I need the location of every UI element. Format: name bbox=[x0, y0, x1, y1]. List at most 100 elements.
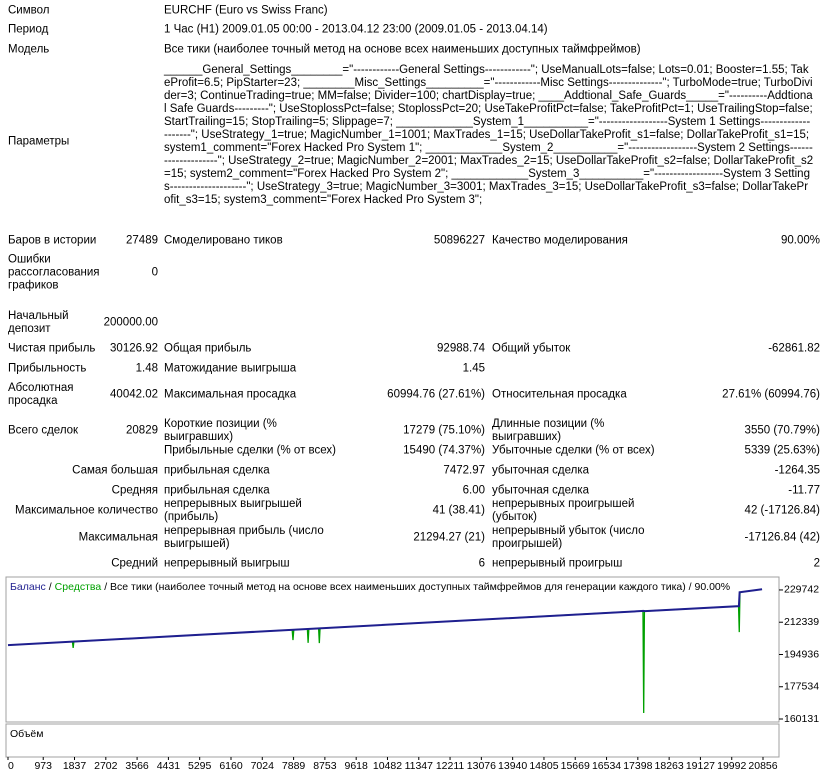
stat-label: Матожидание выигрыша bbox=[164, 362, 297, 375]
stat-label: Всего сделок bbox=[8, 424, 79, 437]
legend-separator: / bbox=[49, 581, 52, 593]
stat-value: 42 (-17126.84) bbox=[744, 504, 820, 517]
stat-value: 27.61% (60994.76) bbox=[722, 388, 820, 401]
x-tick-label: 2702 bbox=[94, 760, 118, 772]
stat-value: 6.00 bbox=[462, 484, 485, 497]
main-panel bbox=[5, 576, 780, 723]
stat-label: Прибыльность bbox=[8, 362, 87, 375]
x-tick-label: 18263 bbox=[655, 760, 684, 772]
stat-value: 1.48 bbox=[135, 362, 158, 375]
chart-subtitle: / Все тики (наиболее точный метод на осн… bbox=[104, 581, 730, 593]
field-label: Период bbox=[8, 23, 49, 36]
x-tick-label: 6160 bbox=[219, 760, 243, 772]
field-label: Параметры bbox=[8, 135, 70, 148]
stat-value: 41 (38.41) bbox=[432, 504, 485, 517]
x-tick-label: 9618 bbox=[345, 760, 369, 772]
stat-value: Самая большая bbox=[72, 464, 158, 477]
y-tick-label: 160131 bbox=[784, 713, 819, 725]
stat-label: убыточная сделка bbox=[492, 464, 590, 477]
legend-entry: Средства bbox=[55, 581, 102, 593]
stat-value: 20829 bbox=[126, 424, 158, 437]
stat-label: Баров в истории bbox=[8, 234, 97, 247]
y-tick-label: 212339 bbox=[784, 616, 819, 628]
x-tick-label: 11347 bbox=[405, 760, 434, 772]
stat-value: 90.00% bbox=[780, 234, 820, 247]
stat-value: 92988.74 bbox=[437, 342, 485, 355]
x-tick-label: 15669 bbox=[561, 760, 590, 772]
legend-entry: Баланс bbox=[10, 581, 46, 593]
stat-label: Максимальная просадка bbox=[164, 388, 297, 401]
x-tick-label: 0 bbox=[8, 760, 14, 772]
stat-value: 15490 (74.37%) bbox=[403, 444, 485, 457]
stat-label: непрерывная прибыль (число выигрышей) bbox=[164, 525, 324, 550]
field-label: Модель bbox=[8, 43, 50, 56]
stat-value: 50896227 bbox=[433, 234, 485, 247]
field-label: Символ bbox=[8, 4, 50, 17]
stat-label: Ошибки рассогласования графиков bbox=[8, 253, 100, 292]
stat-label: непрерывный убыток (число проигрышей) bbox=[492, 525, 645, 550]
stat-label: Качество моделирования bbox=[492, 234, 628, 247]
stat-label: непрерывный выигрыш bbox=[164, 557, 290, 570]
stat-value: 60994.76 (27.61%) bbox=[387, 388, 485, 401]
x-tick-label: 1837 bbox=[63, 760, 87, 772]
chart: Объём 160131 177534 194936 212339 229742 0 973… bbox=[5, 576, 819, 772]
stat-label: Прибыльные сделки (% от всех) bbox=[164, 444, 336, 457]
field-value: EURCHF (Euro vs Swiss Franc) bbox=[164, 4, 328, 17]
x-tick-label: 17398 bbox=[623, 760, 652, 772]
x-tick-label: 3566 bbox=[125, 760, 149, 772]
y-tick-label: 229742 bbox=[784, 584, 819, 596]
stat-value: Средний bbox=[111, 557, 158, 570]
x-tick-label: 973 bbox=[34, 760, 52, 772]
stat-label: непрерывных выигрышей (прибыль) bbox=[164, 498, 302, 523]
stat-label: прибыльная сделка bbox=[164, 484, 270, 497]
x-tick-label: 7889 bbox=[282, 760, 306, 772]
x-tick-label: 19127 bbox=[686, 760, 715, 772]
stat-label: непрерывный проигрыш bbox=[492, 557, 623, 570]
stat-label: Относительная просадка bbox=[492, 388, 627, 401]
series-line bbox=[7, 588, 763, 647]
stat-value: 40042.02 bbox=[110, 388, 158, 401]
x-tick-label: 13076 bbox=[467, 760, 496, 772]
stat-label: Начальный депозит bbox=[8, 310, 69, 335]
stat-label: убыточная сделка bbox=[492, 484, 590, 497]
stat-value: 0 bbox=[151, 266, 158, 279]
stat-value: 1.45 bbox=[462, 362, 485, 375]
stat-value: -62861.82 bbox=[768, 342, 820, 355]
stat-label: непрерывных проигрышей (убыток) bbox=[492, 498, 635, 523]
stat-value: 200000.00 bbox=[103, 316, 158, 329]
stat-value: 5339 (25.63%) bbox=[744, 444, 820, 457]
stat-value: -17126.84 (42) bbox=[744, 531, 820, 544]
legend: Баланс / Средства / Все тики (наиболее точн… bbox=[10, 581, 730, 593]
field-value: Все тики (наиболее точный метод на основ… bbox=[164, 43, 641, 56]
stat-value: 3550 (70.79%) bbox=[744, 424, 820, 437]
stat-value: Максимальная bbox=[78, 531, 158, 544]
stat-label: Абсолютная просадка bbox=[8, 382, 74, 407]
parameters: ______General_Settings________="--------… bbox=[164, 64, 814, 206]
x-tick-label: 16534 bbox=[592, 760, 621, 772]
stat-label: Смоделировано тиков bbox=[164, 234, 283, 247]
stat-value: 2 bbox=[813, 557, 820, 570]
volume-panel bbox=[5, 723, 780, 758]
y-tick-label: 194936 bbox=[784, 648, 819, 660]
x-tick-label: 19992 bbox=[717, 760, 746, 772]
x-tick-label: 10482 bbox=[373, 760, 402, 772]
x-tick-label: 4431 bbox=[157, 760, 181, 772]
x-tick-label: 7024 bbox=[251, 760, 275, 772]
stat-value: 6 bbox=[478, 557, 485, 570]
stat-value: Средняя bbox=[111, 484, 158, 497]
x-tick-label: 8753 bbox=[313, 760, 337, 772]
stat-value: -11.77 bbox=[788, 484, 820, 497]
stat-label: Общая прибыль bbox=[164, 342, 252, 355]
stat-value: -1264.35 bbox=[774, 464, 820, 477]
stat-value: 27489 bbox=[126, 234, 158, 247]
stat-value: Максимальное количество bbox=[15, 504, 158, 517]
x-tick-label: 13940 bbox=[498, 760, 527, 772]
stat-value: 21294.27 (21) bbox=[413, 531, 485, 544]
x-tick-label: 20856 bbox=[748, 760, 777, 772]
stat-label: Короткие позиции (% выигравших) bbox=[164, 418, 277, 443]
stat-value: 30126.92 bbox=[110, 342, 158, 355]
field-value: 1 Час (H1) 2009.01.05 00:00 - 2013.04.12… bbox=[164, 23, 548, 36]
y-tick-label: 177534 bbox=[784, 681, 819, 693]
volume-label: Объём bbox=[10, 728, 43, 740]
